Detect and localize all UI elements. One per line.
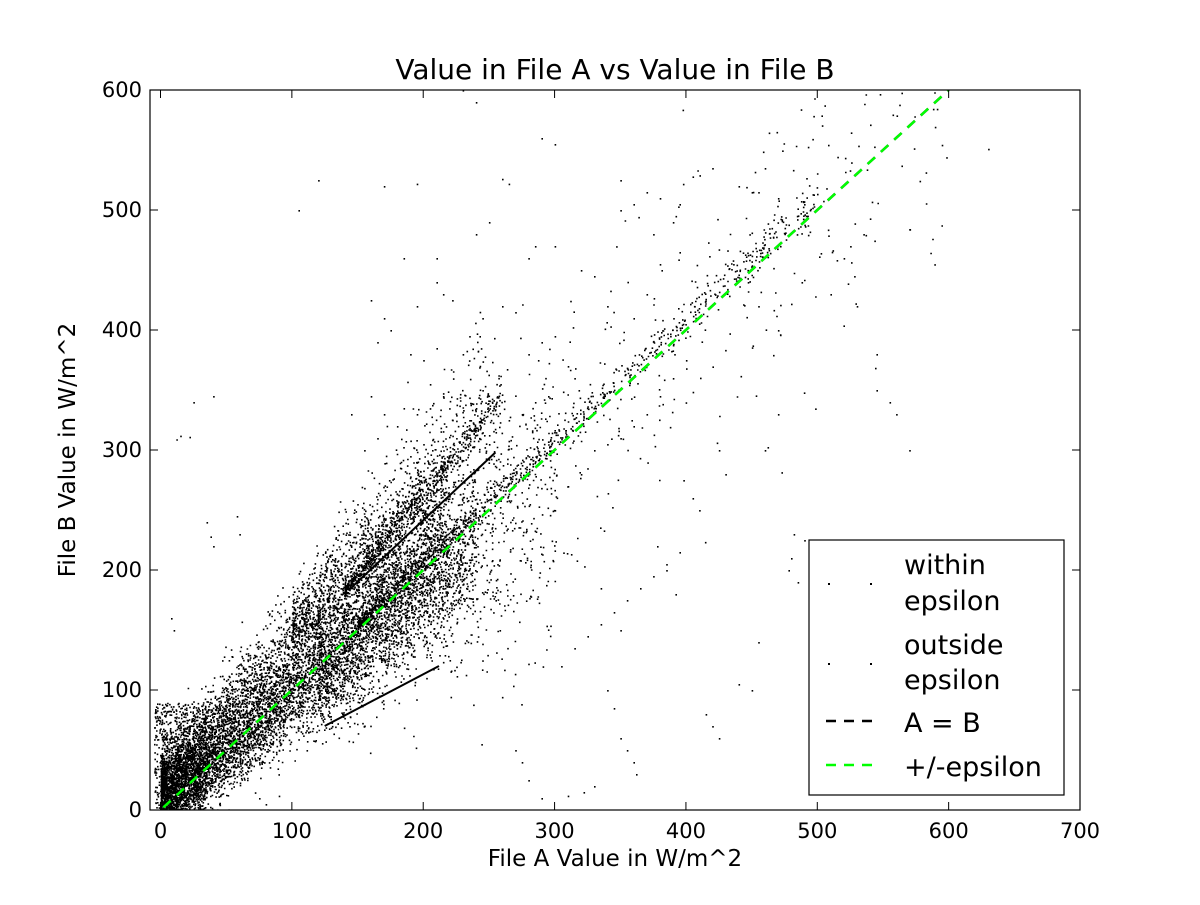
legend-item-1: outside epsilon bbox=[828, 630, 1004, 696]
reference-lines bbox=[158, 90, 950, 810]
data-points bbox=[154, 90, 990, 810]
epsilon-line bbox=[158, 90, 950, 810]
legend-item-0: within epsilon bbox=[828, 550, 1000, 617]
y-tick-label: 0 bbox=[129, 798, 142, 822]
x-axis-label: File A Value in W/m^2 bbox=[488, 846, 742, 872]
legend-box bbox=[808, 539, 1065, 796]
x-tick-label: 700 bbox=[1060, 819, 1100, 843]
x-tick-label: 100 bbox=[272, 819, 312, 843]
legend-label: A = B bbox=[904, 708, 981, 739]
legend-marker bbox=[828, 583, 830, 585]
legend-label: +/-epsilon bbox=[904, 752, 1042, 783]
y-tick-label: 100 bbox=[102, 678, 142, 702]
legend-marker bbox=[828, 663, 830, 665]
axis-ticks: 0 100 200 300 400 500 600 700 0 100 200 300 400 500 60… bbox=[102, 78, 1100, 843]
y-axis-label: File B Value in W/m^2 bbox=[55, 323, 81, 577]
chart-title: Value in File A vs Value in File B bbox=[395, 53, 834, 86]
y-tick-label: 500 bbox=[102, 198, 142, 222]
x-tick-label: 200 bbox=[403, 819, 443, 843]
legend-marker bbox=[870, 663, 872, 665]
legend-item-2: A = B bbox=[826, 708, 981, 739]
x-tick-label: 500 bbox=[797, 819, 837, 843]
y-tick-label: 300 bbox=[102, 438, 142, 462]
legend-item-3: +/-epsilon bbox=[826, 752, 1042, 783]
data-segment-1 bbox=[350, 451, 497, 589]
x-tick-label: 0 bbox=[154, 819, 167, 843]
y-tick-label: 600 bbox=[102, 78, 142, 102]
scatter-points bbox=[154, 90, 990, 810]
legend-label: within epsilon bbox=[904, 550, 1000, 617]
data-segment-0 bbox=[324, 665, 440, 727]
legend-label: outside epsilon bbox=[904, 630, 1004, 696]
x-tick-label: 400 bbox=[666, 819, 706, 843]
x-tick-label: 600 bbox=[929, 819, 969, 843]
y-tick-label: 400 bbox=[102, 318, 142, 342]
legend-marker bbox=[870, 583, 872, 585]
y-tick-label: 200 bbox=[102, 558, 142, 582]
x-tick-label: 300 bbox=[535, 819, 575, 843]
legend: within epsilon outside epsilon A = B +/-epsil… bbox=[808, 539, 1065, 796]
